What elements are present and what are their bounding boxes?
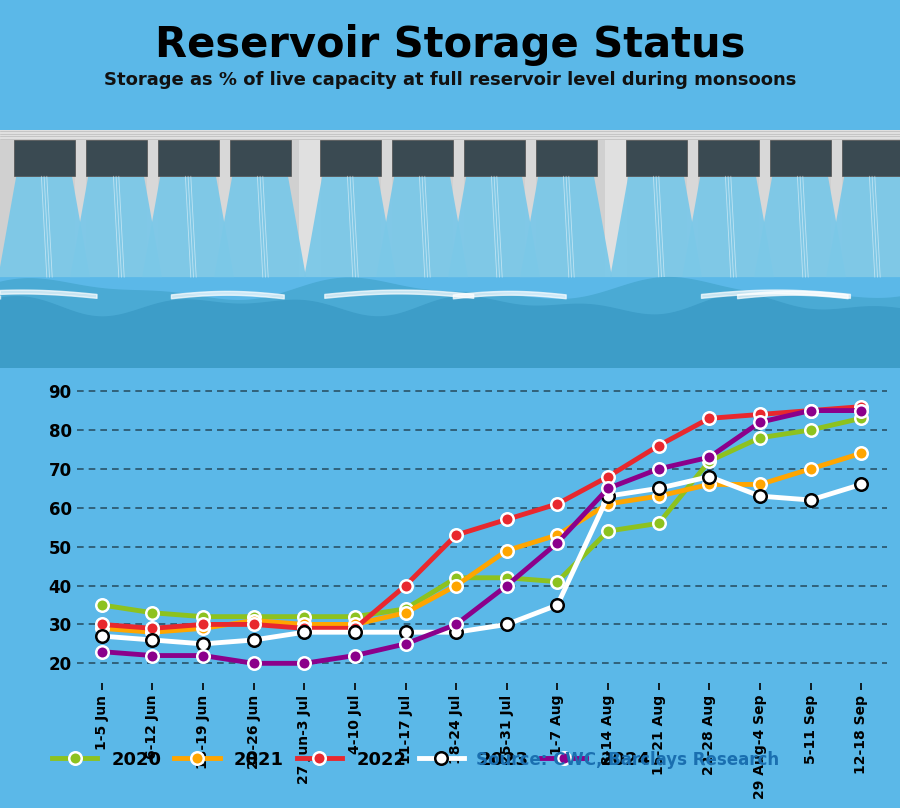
Polygon shape — [687, 140, 698, 277]
Polygon shape — [86, 140, 147, 176]
Polygon shape — [219, 140, 230, 277]
Text: Storage as % of live capacity at full reservoir level during monsoons: Storage as % of live capacity at full re… — [104, 71, 796, 90]
Polygon shape — [0, 176, 90, 277]
Polygon shape — [142, 176, 234, 277]
Polygon shape — [70, 176, 162, 277]
Polygon shape — [14, 140, 75, 176]
Polygon shape — [75, 140, 86, 277]
Polygon shape — [770, 140, 831, 176]
Polygon shape — [230, 140, 291, 176]
Polygon shape — [158, 140, 219, 176]
Polygon shape — [0, 130, 900, 277]
Polygon shape — [392, 140, 453, 176]
Polygon shape — [448, 176, 540, 277]
Polygon shape — [536, 140, 597, 176]
Polygon shape — [214, 176, 306, 277]
Polygon shape — [605, 140, 627, 277]
Polygon shape — [525, 140, 535, 277]
Polygon shape — [754, 176, 846, 277]
Polygon shape — [381, 140, 392, 277]
Polygon shape — [626, 140, 687, 176]
Polygon shape — [610, 176, 702, 277]
Legend: 2020, 2021, 2022, 2023, 2024: 2020, 2021, 2022, 2023, 2024 — [45, 743, 658, 776]
Polygon shape — [520, 176, 612, 277]
Polygon shape — [376, 176, 468, 277]
Polygon shape — [299, 140, 321, 277]
Polygon shape — [304, 176, 396, 277]
Text: Source: CWC, Barclays Research: Source: CWC, Barclays Research — [476, 751, 779, 768]
Polygon shape — [826, 176, 900, 277]
Text: Reservoir Storage Status: Reservoir Storage Status — [155, 24, 745, 66]
Polygon shape — [147, 140, 158, 277]
Polygon shape — [831, 140, 842, 277]
Polygon shape — [320, 140, 381, 176]
Polygon shape — [464, 140, 525, 176]
Polygon shape — [698, 140, 759, 176]
Polygon shape — [842, 140, 900, 176]
Polygon shape — [759, 140, 769, 277]
Polygon shape — [682, 176, 774, 277]
Polygon shape — [453, 140, 464, 277]
Polygon shape — [0, 130, 900, 140]
